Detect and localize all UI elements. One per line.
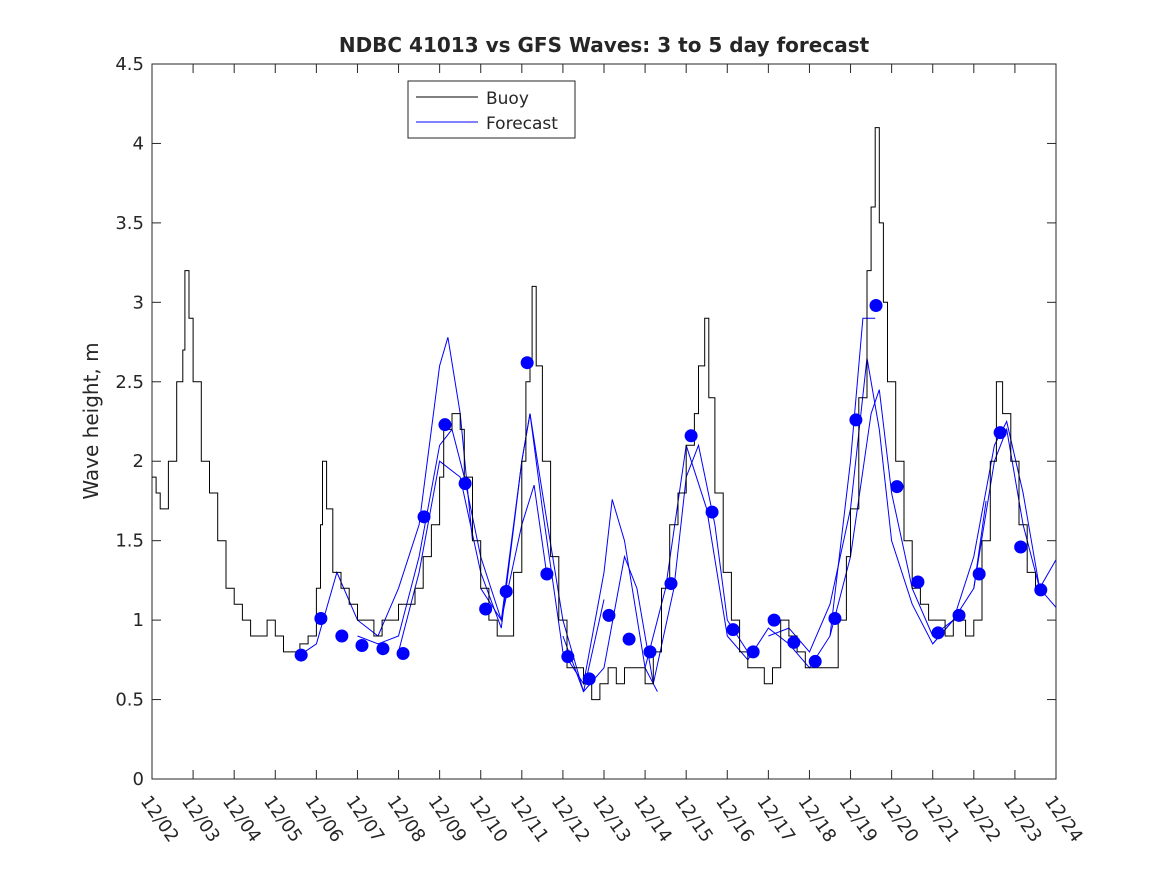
forecast-marker — [561, 650, 575, 664]
y-tick-label: 3.5 — [115, 213, 144, 234]
buoy-line — [152, 127, 1044, 701]
forecast-marker — [540, 567, 554, 581]
forecast-marker — [705, 505, 719, 519]
x-tick-label: 12/24 — [1040, 792, 1087, 847]
y-tick-label: 4 — [133, 133, 144, 154]
forecast-marker — [622, 632, 636, 646]
y-tick-label: 2 — [133, 451, 144, 472]
x-tick-label: 12/03 — [177, 792, 224, 847]
x-tick-label: 12/22 — [958, 792, 1005, 847]
y-tick-label: 2.5 — [115, 372, 144, 393]
forecast-run-line — [299, 337, 473, 656]
y-tick-label: 3 — [133, 292, 144, 313]
forecast-marker — [499, 585, 513, 599]
forecast-marker — [294, 648, 308, 662]
forecast-marker — [787, 635, 801, 649]
y-tick-label: 1 — [133, 610, 144, 631]
y-tick-label: 0.5 — [115, 690, 144, 711]
x-tick-label: 12/17 — [752, 792, 799, 847]
forecast-marker — [746, 645, 760, 659]
x-tick-label: 12/11 — [506, 792, 553, 847]
plot-area — [151, 63, 1057, 780]
forecast-marker — [664, 577, 678, 591]
x-tick-label: 12/02 — [136, 792, 183, 847]
x-tick-label: 12/14 — [629, 792, 676, 847]
forecast-marker — [602, 608, 616, 622]
forecast-marker — [767, 613, 781, 627]
forecast-marker — [1014, 540, 1028, 554]
x-tick-label: 12/09 — [424, 792, 471, 847]
x-tick-label: 12/08 — [382, 792, 429, 847]
x-tick-label: 12/18 — [793, 792, 840, 847]
forecast-marker — [993, 426, 1007, 440]
x-tick-label: 12/10 — [465, 792, 512, 847]
forecast-run-line — [398, 413, 605, 692]
forecast-marker — [869, 299, 883, 313]
forecast-marker — [931, 626, 945, 640]
x-tick-label: 12/05 — [259, 792, 306, 847]
x-tick-label: 12/20 — [876, 792, 923, 847]
forecast-marker — [520, 356, 534, 370]
y-axis-label: Wave height, m — [79, 342, 103, 499]
legend-forecast-label: Forecast — [486, 114, 558, 134]
x-tick-label: 12/19 — [834, 792, 881, 847]
forecast-marker — [808, 654, 822, 668]
x-tick-label: 12/06 — [300, 792, 347, 847]
y-tick-label: 0 — [133, 769, 144, 790]
legend: Buoy Forecast — [407, 80, 576, 139]
y-tick-label: 4.5 — [115, 54, 144, 75]
legend-box — [407, 80, 576, 139]
forecast-marker — [684, 429, 698, 443]
x-tick-label: 12/12 — [547, 792, 594, 847]
y-tick-label: 1.5 — [115, 531, 144, 552]
x-tick-label: 12/23 — [999, 792, 1046, 847]
forecast-marker — [972, 567, 986, 581]
forecast-run-line — [562, 443, 749, 693]
x-tick-label: 12/04 — [218, 792, 265, 847]
forecast-run-line — [357, 428, 547, 645]
forecast-marker — [911, 575, 925, 589]
x-tick-label: 12/15 — [670, 792, 717, 847]
x-tick-label: 12/13 — [588, 792, 635, 847]
forecast-marker — [828, 612, 842, 626]
forecast-marker — [643, 645, 657, 659]
x-tick-label: 12/21 — [917, 792, 964, 847]
forecast-marker — [396, 646, 410, 660]
forecast-marker — [582, 672, 596, 686]
x-tick-label: 12/16 — [711, 792, 758, 847]
forecast-marker — [376, 642, 390, 656]
forecast-marker — [479, 602, 493, 616]
forecast-marker — [314, 612, 328, 626]
forecast-marker — [890, 480, 904, 494]
forecast-marker — [726, 623, 740, 637]
forecast-marker — [417, 510, 431, 524]
chart-title: NDBC 41013 vs GFS Waves: 3 to 5 day fore… — [339, 33, 870, 57]
forecast-run-line — [973, 427, 1057, 590]
forecast-marker — [438, 418, 452, 432]
x-tick-label: 12/07 — [341, 792, 388, 847]
forecast-marker — [335, 629, 349, 643]
forecast-marker — [458, 476, 472, 490]
forecast-run-line — [829, 389, 987, 637]
forecast-marker — [1034, 583, 1048, 597]
forecast-marker — [849, 413, 863, 427]
forecast-marker — [952, 608, 966, 622]
legend-buoy-label: Buoy — [486, 89, 529, 109]
forecast-marker — [355, 639, 369, 653]
